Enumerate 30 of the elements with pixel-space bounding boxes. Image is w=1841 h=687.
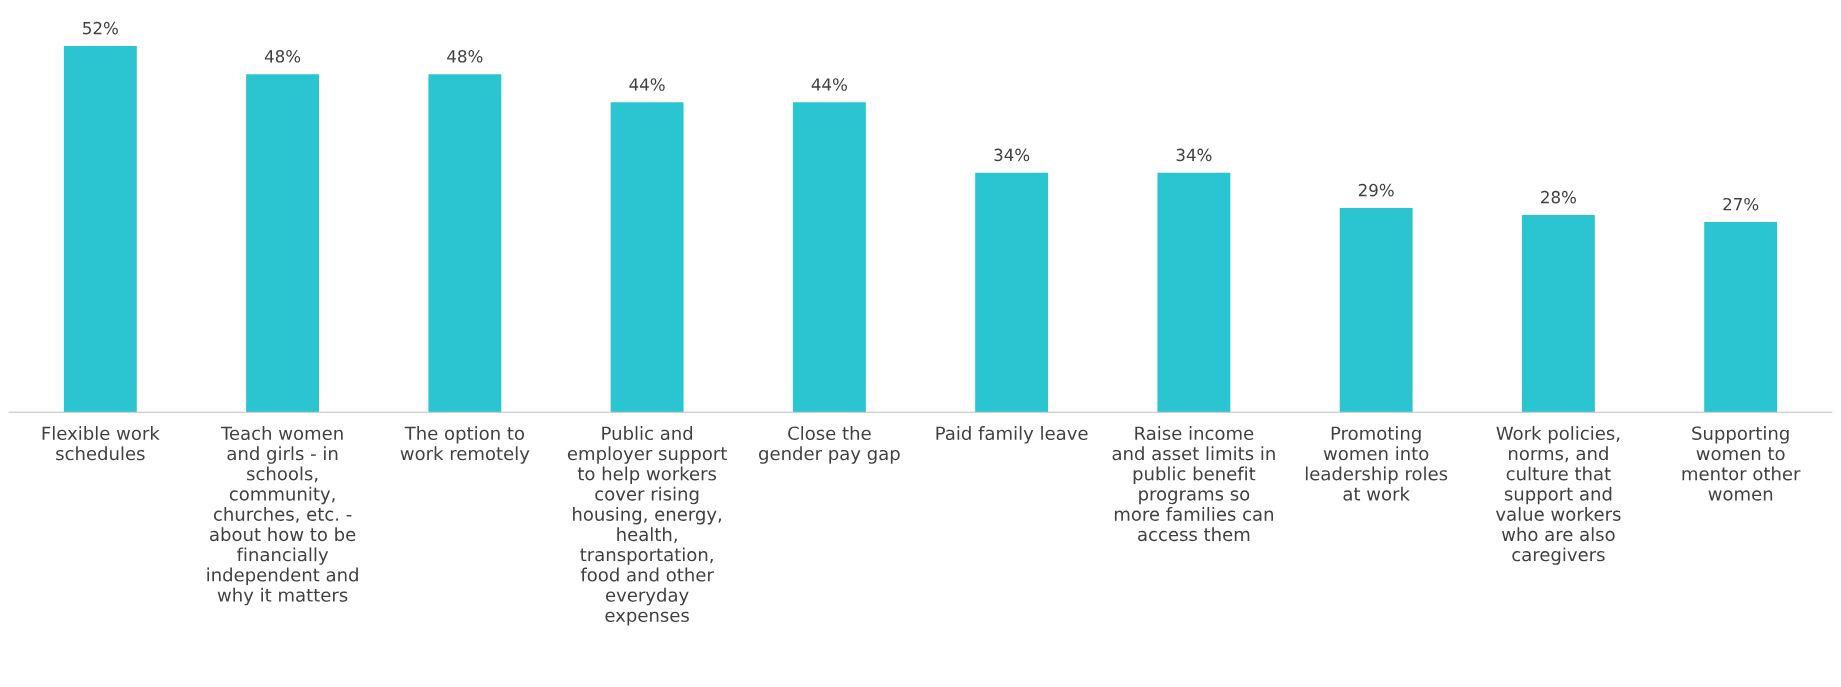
bar <box>610 102 684 413</box>
data-label: 52% <box>83 21 118 35</box>
data-label: 48% <box>264 50 301 63</box>
x-tick-label: Flexible work schedules <box>42 426 160 461</box>
data-label: 44% <box>629 78 665 91</box>
bar <box>1157 172 1231 413</box>
x-tick-label: Promoting women into leadership roles at work <box>1305 426 1448 501</box>
x-tick-label: Raise income and asset limits in public benefit programs so more families can access them <box>1112 426 1275 542</box>
data-label: 44% <box>811 78 847 91</box>
bar <box>975 172 1049 413</box>
x-tick-label: Paid family leave <box>936 426 1088 444</box>
bar <box>1704 222 1778 413</box>
bar <box>428 74 502 413</box>
category-label: Teach women and girls - in schools, community, churches, etc. - about how to be financially independent and why it matters <box>207 426 358 606</box>
data-label: 29% <box>1358 183 1394 197</box>
data-label: 34% <box>994 148 1030 162</box>
bar <box>792 102 866 413</box>
bar <box>1339 207 1413 413</box>
bar <box>246 74 320 413</box>
data-label: 48% <box>447 50 483 63</box>
x-tick-label: The option to work remotely <box>400 426 530 464</box>
bar <box>1521 215 1595 413</box>
bar <box>63 46 137 413</box>
data-label: 34% <box>1176 148 1212 162</box>
data-label: 27% <box>1723 197 1759 211</box>
x-tick-label: Close the gender pay gap <box>759 426 900 464</box>
x-tick-label: Supporting women to mentor other women <box>1682 426 1801 501</box>
data-label: 28% <box>1541 190 1577 204</box>
x-tick-label: Work policies, norms, and culture that support and value workers who are also caregivers <box>1495 426 1621 565</box>
category-label: Public and employer support to help workers cover rising housing, energy, health, transportation, food and other everyday expenses <box>567 426 727 626</box>
